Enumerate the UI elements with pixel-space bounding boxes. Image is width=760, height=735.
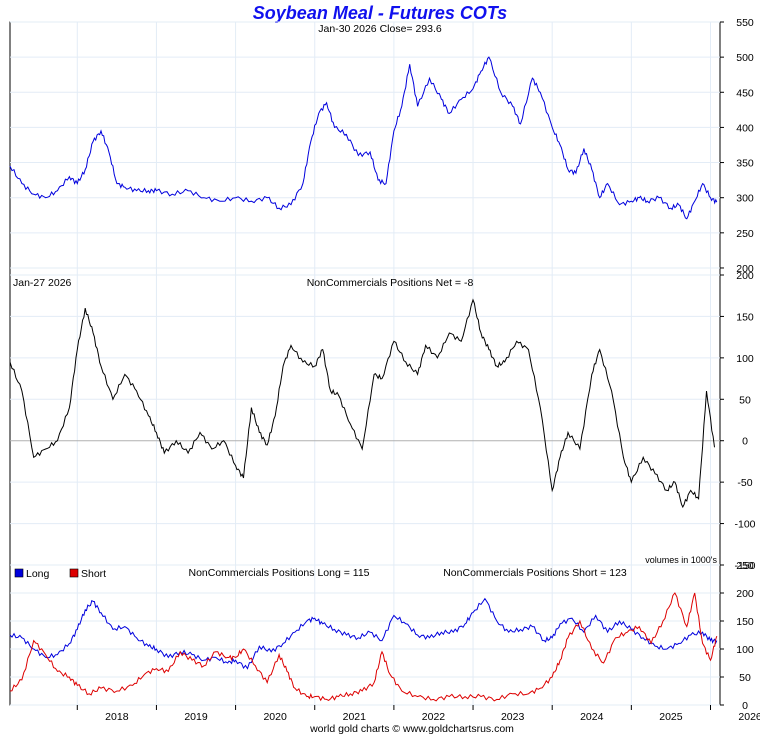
legend-long-label: Long xyxy=(26,568,50,580)
price-panel xyxy=(9,21,721,276)
legend-short-label: Short xyxy=(81,568,106,580)
long-header: NonCommercials Positions Long = 115 xyxy=(188,567,369,579)
y-axis-ticks: 200250300350400450500550-150-100-5005010… xyxy=(720,17,756,712)
x-tick-label: 2019 xyxy=(184,711,208,723)
y-tick-label: 100 xyxy=(736,353,754,365)
series-short-line xyxy=(9,592,718,702)
y-tick-label: 550 xyxy=(736,17,754,29)
x-tick-label: 2022 xyxy=(422,711,446,723)
price-header: Jan-30 2026 Close= 293.6 xyxy=(318,23,442,35)
y-tick-label: 50 xyxy=(739,672,751,684)
y-tick-label: 50 xyxy=(739,394,751,406)
x-tick-label: 2021 xyxy=(343,711,367,723)
x-tick-label: 2026 xyxy=(738,711,760,723)
x-tick-label: 2023 xyxy=(501,711,525,723)
y-tick-label: 400 xyxy=(736,122,754,134)
volumes-note: volumes in 1000's xyxy=(645,555,717,565)
grid-lines xyxy=(10,21,720,706)
y-tick-label: 250 xyxy=(736,228,754,240)
y-tick-label: 500 xyxy=(736,52,754,64)
y-tick-label: -150 xyxy=(734,560,755,572)
x-axis-ticks: 2018 2019 2020 2021 2022 2023 2024 2025 2026 xyxy=(76,705,760,723)
y-tick-label: 200 xyxy=(736,263,754,275)
net-date: Jan-27 2026 xyxy=(13,277,72,289)
x-tick-label: 2025 xyxy=(659,711,683,723)
series-close-line xyxy=(9,56,718,220)
y-tick-label: 0 xyxy=(742,700,748,712)
x-tick-label: 2020 xyxy=(263,711,287,723)
y-tick-label: 250 xyxy=(736,560,754,572)
x-tick-label: 2018 xyxy=(105,711,129,723)
footer-credit: world gold charts © www.goldchartsrus.co… xyxy=(309,723,514,735)
y-tick-label: 450 xyxy=(736,87,754,99)
legend-long-swatch xyxy=(14,568,24,578)
y-tick-label: 200 xyxy=(736,270,754,282)
short-header: NonCommercials Positions Short = 123 xyxy=(443,567,627,579)
series-lines xyxy=(9,56,718,702)
y-tick-label: 350 xyxy=(736,158,754,170)
x-tick-label: 2024 xyxy=(580,711,604,723)
legend-short-swatch xyxy=(69,568,79,578)
y-tick-label: 100 xyxy=(736,644,754,656)
y-tick-label: 150 xyxy=(736,311,754,323)
series-net-line xyxy=(9,298,715,509)
y-tick-label: -100 xyxy=(734,519,755,531)
y-tick-label: 150 xyxy=(736,616,754,628)
y-tick-label: -50 xyxy=(737,477,752,489)
y-tick-label: 300 xyxy=(736,193,754,205)
chart-title: Soybean Meal - Futures COTs xyxy=(253,3,507,23)
net-header: NonCommercials Positions Net = -8 xyxy=(307,277,474,289)
y-tick-label: 200 xyxy=(736,588,754,600)
y-tick-label: 0 xyxy=(742,436,748,448)
net-panel xyxy=(9,274,721,566)
series-long-line xyxy=(9,597,718,670)
